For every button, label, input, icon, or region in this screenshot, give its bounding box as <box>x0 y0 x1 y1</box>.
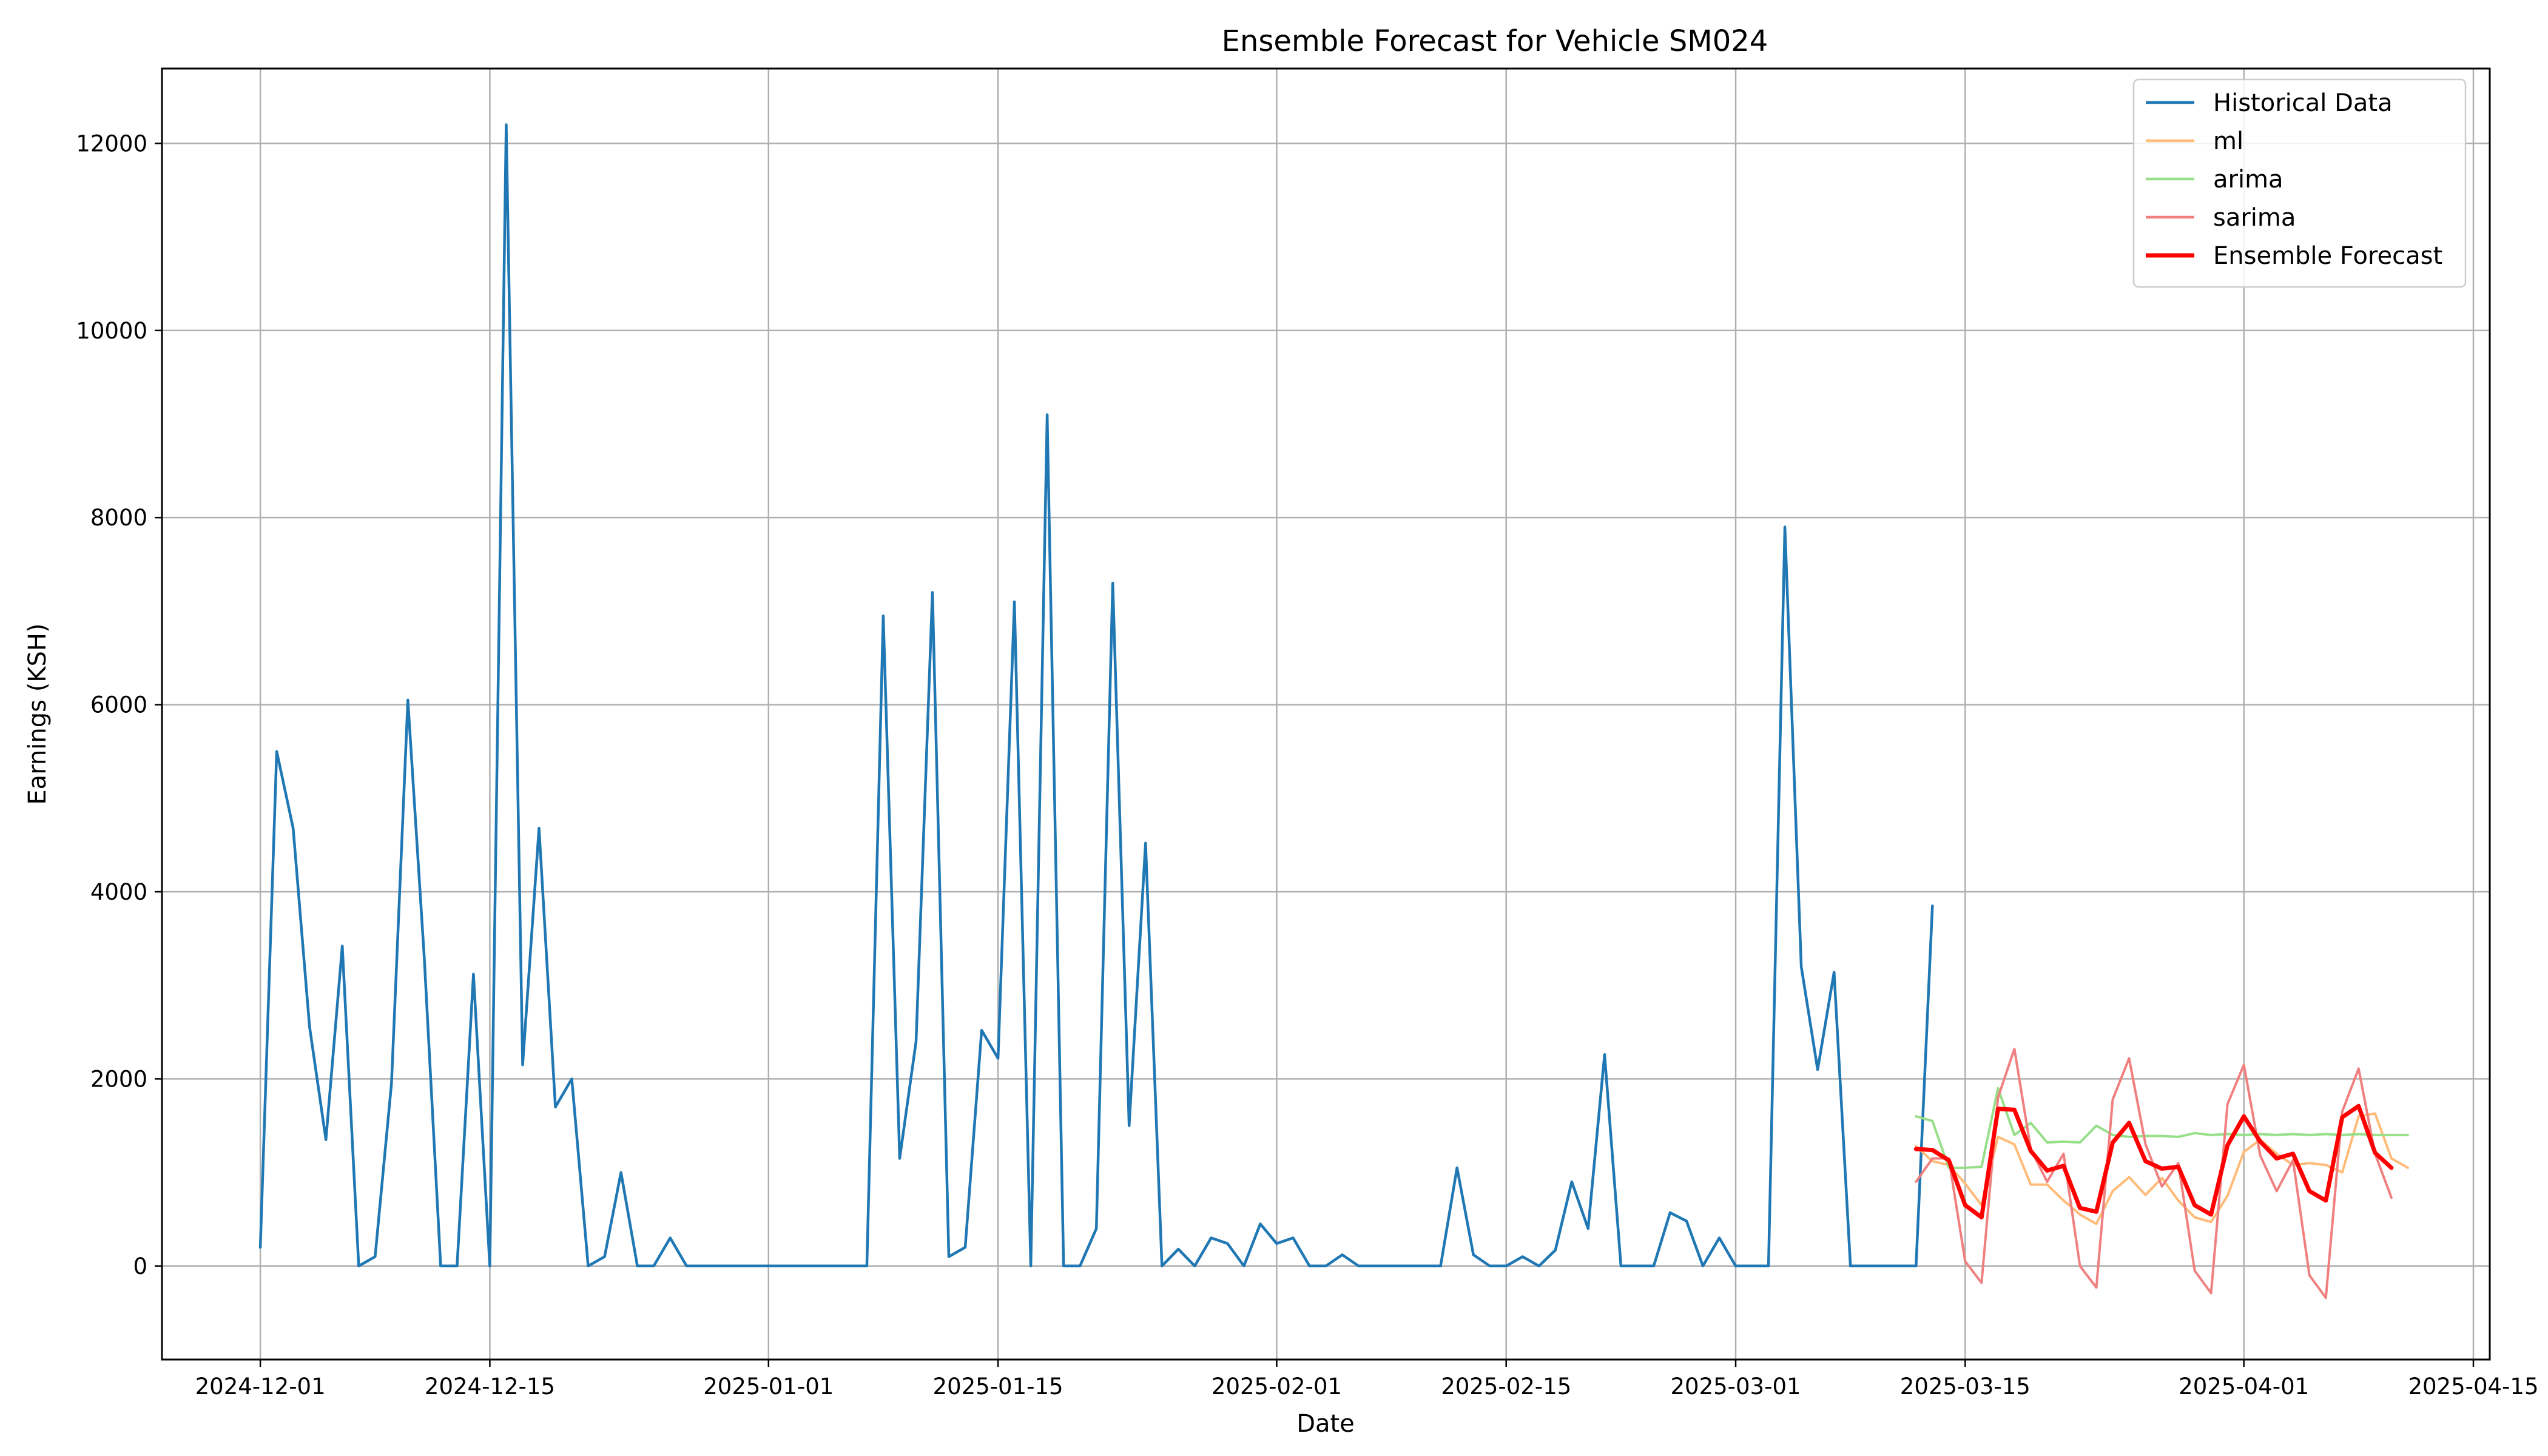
legend: Historical Data ml arima sarima Ensemble For… <box>2132 78 2467 288</box>
y-tick-label: 8000 <box>90 505 147 531</box>
x-tick-label: 2025-01-01 <box>703 1373 834 1400</box>
legend-label: Historical Data <box>2213 89 2393 117</box>
legend-label: Ensemble Forecast <box>2213 242 2442 270</box>
y-tick-label: 0 <box>133 1253 147 1279</box>
x-tick-label: 2025-04-15 <box>2408 1373 2538 1400</box>
series-line-ensemble-forecast <box>1913 1104 2394 1220</box>
series-line-historical-data <box>258 123 1934 1268</box>
x-tick-label: 2025-03-15 <box>1900 1373 2031 1400</box>
y-tick-label: 10000 <box>76 318 147 344</box>
y-tick-label: 4000 <box>90 879 147 905</box>
y-tick-label: 6000 <box>90 692 147 718</box>
series-line-ml <box>1915 1112 2409 1225</box>
x-tick-label: 2024-12-15 <box>425 1373 555 1400</box>
x-tick-label: 2025-02-01 <box>1212 1373 1342 1400</box>
plot-series <box>258 123 2409 1299</box>
plot-frame <box>161 67 2491 1361</box>
legend-label: arima <box>2213 166 2283 194</box>
y-axis: 0 2000 4000 6000 8000 10000 12000 <box>76 130 162 1279</box>
x-tick-label: 2025-04-01 <box>2179 1373 2309 1400</box>
x-tick-label: 2025-02-15 <box>1441 1373 1571 1400</box>
series-line-arima <box>1915 1087 2409 1169</box>
y-axis-label: Earnings (KSH) <box>24 623 52 804</box>
x-tick-label: 2024-12-01 <box>195 1373 326 1400</box>
legend-label: ml <box>2213 127 2243 155</box>
x-axis-label: Date <box>1296 1410 1355 1438</box>
x-tick-label: 2025-01-15 <box>933 1373 1063 1400</box>
y-tick-label: 12000 <box>76 130 147 157</box>
legend-box <box>2132 78 2467 288</box>
legend-label: sarima <box>2213 204 2296 232</box>
x-axis: 2024-12-01 2024-12-15 2025-01-01 2025-01-15… <box>195 1360 2538 1400</box>
chart-title: Ensemble Forecast for Vehicle SM024 <box>1222 24 1768 58</box>
x-tick-label: 2025-03-01 <box>1671 1373 1801 1400</box>
y-tick-label: 2000 <box>90 1066 147 1092</box>
